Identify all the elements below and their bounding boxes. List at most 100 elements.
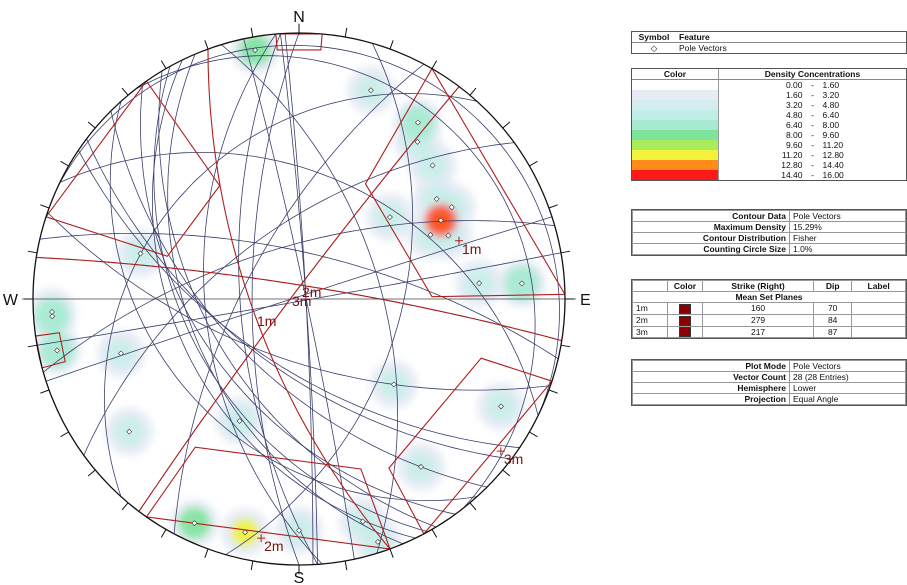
compass-west: W (3, 292, 19, 309)
pole-marker (498, 403, 504, 410)
mean-pole-marker (257, 534, 266, 543)
sets-panel: Color Strike (Right) Dip Label Mean Set … (631, 279, 907, 340)
plot-row: Hemisphere Lower (632, 382, 906, 394)
pole-marker (49, 309, 55, 315)
set-strike: 279 (701, 313, 815, 327)
great-circle (238, 33, 318, 565)
great-circle (140, 83, 456, 515)
density-bin-row: 6.40-8.00 (632, 120, 906, 130)
pole-marker (296, 527, 302, 534)
density-swatch (632, 79, 719, 90)
mean-pole-label: 3m (504, 451, 523, 467)
pole-marker (445, 232, 452, 239)
tick (60, 160, 69, 167)
density-range: 12.80-14.40 (781, 160, 844, 170)
density-range: 3.20-4.80 (785, 100, 840, 110)
great-circle (167, 53, 404, 545)
tick (389, 40, 394, 50)
plot-row: Vector Count 28 (28 Entries) (632, 371, 906, 383)
feature-name: Pole Vectors (679, 43, 727, 53)
great-circle (203, 33, 323, 565)
tick (431, 60, 438, 69)
tick (250, 27, 254, 38)
tick (389, 548, 394, 558)
set-color (667, 325, 703, 339)
great-circle (153, 66, 429, 532)
plot-row: Plot Mode Pole Vectors (632, 360, 906, 372)
set-dip: 87 (813, 325, 853, 339)
great-circle (103, 93, 478, 497)
great-circle (110, 110, 488, 488)
pole-marker (387, 214, 393, 221)
tick (548, 389, 558, 394)
compass-north: N (293, 9, 305, 26)
contour-value: 1.0% (789, 243, 906, 255)
color-header: Color (632, 69, 719, 80)
plot-value: 28 (28 Entries) (789, 371, 906, 383)
plot-row: Projection Equal Angle (632, 393, 906, 405)
set-label (851, 313, 906, 327)
set-id: 3m (632, 325, 668, 339)
set-id: 2m (632, 313, 668, 327)
compass-south: S (294, 570, 305, 585)
plot-label: Hemisphere (632, 382, 790, 394)
density-bin-row: 1.60-3.20 (632, 90, 906, 100)
great-circle (225, 43, 414, 556)
mean-plane-label: 3m (292, 293, 311, 309)
pole-marker (414, 138, 421, 145)
density-swatch (632, 110, 719, 120)
density-bin-row: 8.00-9.60 (632, 130, 906, 140)
compass-east: E (580, 292, 591, 309)
density-swatch (632, 120, 719, 130)
set-color-header: Color (667, 280, 703, 292)
pole-marker (418, 463, 424, 470)
density-swatch (632, 150, 719, 160)
density-swatch (632, 90, 719, 100)
set-row: 1m 160 70 (632, 302, 906, 315)
contour-value: Fisher (789, 232, 906, 244)
tick (502, 121, 511, 129)
feature-header: Feature (676, 32, 906, 43)
tick (87, 121, 96, 129)
pole-marker (191, 520, 198, 527)
great-circle (78, 150, 520, 449)
legend-panel: Symbol Feature ◇ Pole Vectors (631, 31, 907, 54)
pole-marker (118, 350, 124, 357)
contour-label: Maximum Density (632, 221, 790, 233)
plot-panel: Plot Mode Pole Vectors Vector Count 28 (28 … (631, 359, 907, 406)
pole-marker (415, 119, 421, 126)
density-bin-row: 3.20-4.80 (632, 100, 906, 110)
pole-marker (49, 313, 56, 320)
plot-label: Vector Count (632, 371, 790, 383)
density-bin-row: 12.80-14.40 (632, 160, 906, 170)
great-circle (158, 70, 437, 528)
tick (40, 204, 50, 209)
pole-marker (448, 204, 455, 211)
great-circle (45, 216, 553, 382)
contour-label: Counting Circle Size (632, 243, 790, 255)
tick (87, 469, 96, 477)
tick (502, 469, 511, 477)
contour-row: Maximum Density 15.29% (632, 221, 906, 233)
density-range: 4.80-6.40 (785, 110, 840, 120)
mean-pole-marker (496, 447, 505, 456)
great-circle (109, 101, 478, 502)
set-strike-header: Strike (Right) (701, 280, 815, 292)
sets-title: Mean Set Planes (632, 291, 906, 303)
mean-pole-label: 2m (264, 538, 283, 554)
density-bin-row: 9.60-11.20 (632, 140, 906, 150)
contour-label: Contour Data (632, 210, 790, 222)
set-id: 1m (632, 302, 668, 315)
symbol-header: Symbol (632, 32, 676, 43)
degree-ticks (23, 23, 575, 575)
contour-panel: Contour Data Pole Vectors Maximum Density 1… (631, 209, 907, 256)
pole-marker (437, 217, 444, 224)
mean-pole-marker (454, 236, 463, 245)
set-dip: 84 (813, 313, 853, 327)
pole-marker (126, 428, 133, 435)
density-bin-row: 14.40-16.00 (632, 170, 906, 180)
set-dip-header: Dip (813, 280, 853, 292)
great-circle (47, 212, 551, 391)
mean-plane-label: 2m (302, 284, 321, 300)
